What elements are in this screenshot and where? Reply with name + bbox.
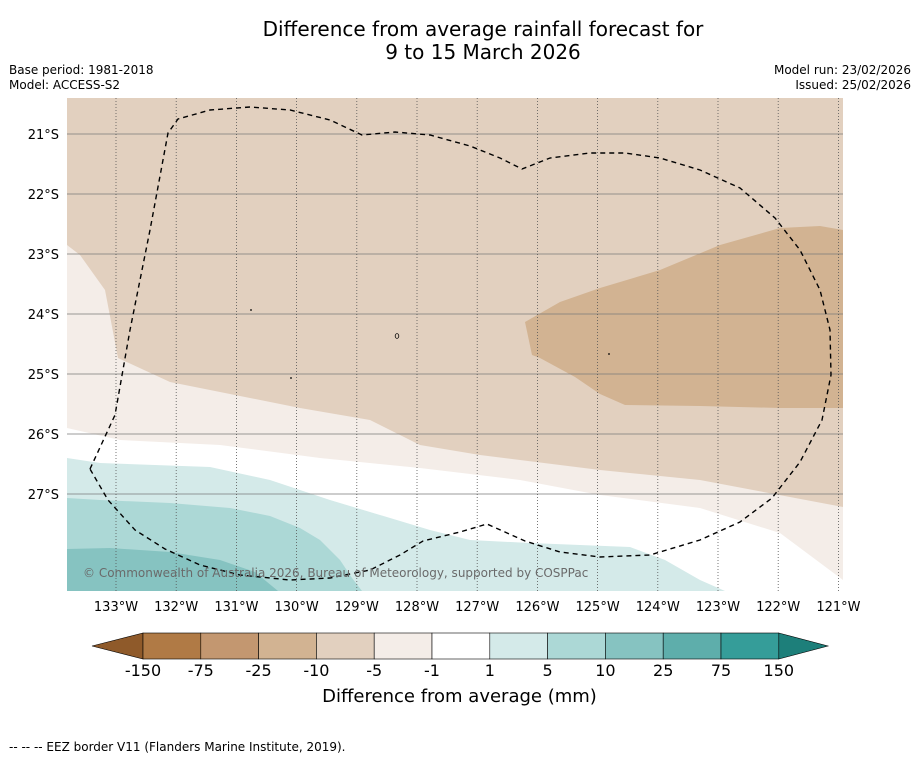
lat-label: 22°S (28, 188, 59, 203)
longitude-labels: 133°W 132°W 131°W 130°W 129°W 128°W 127°W 126°W… (94, 600, 861, 615)
band-10-to-25 (67, 548, 278, 591)
colorbar-segment (431, 632, 491, 660)
colorbar-segment (489, 632, 548, 660)
lat-label: 23°S (28, 248, 59, 263)
lat-label: 26°S (28, 428, 59, 443)
colorbar-tick-label: 10 (595, 661, 615, 680)
issued-date: Issued: 25/02/2026 (795, 78, 911, 92)
colorbar-segment (373, 632, 433, 660)
colorbar-tick-label: -25 (246, 661, 272, 680)
island-speck (608, 353, 610, 355)
lat-label: 27°S (28, 488, 59, 503)
lon-label: 122°W (756, 600, 800, 615)
colorbar-tick-label: -1 (424, 661, 440, 680)
colorbar-tick-label: 1 (485, 661, 495, 680)
map-area: © Commonwealth of Australia 2026, Bureau… (67, 98, 843, 591)
colorbar (91, 632, 830, 660)
lon-label: 130°W (275, 600, 319, 615)
lat-label: 25°S (28, 368, 59, 383)
lon-label: 126°W (515, 600, 559, 615)
lat-label: 24°S (28, 308, 59, 323)
island-outline (394, 333, 400, 339)
map-title: Difference from average rainfall forecas… (0, 18, 919, 64)
colorbar-segment (605, 632, 664, 660)
latitude-gridlines (67, 133, 843, 495)
colorbar-tick-label: -150 (125, 661, 161, 680)
latitude-labels: 21°S 22°S 23°S 24°S 25°S 26°S 27°S (28, 128, 59, 503)
map-title-line2: 9 to 15 March 2026 (385, 40, 581, 64)
colorbar-tick-label: 5 (543, 661, 553, 680)
meta-right: Model run: 23/02/2026 Issued: 25/02/2026 (774, 63, 911, 93)
model-run: Model run: 23/02/2026 (773, 63, 911, 77)
lon-label: 128°W (395, 600, 439, 615)
copyright-text: © Commonwealth of Australia 2026, Bureau… (83, 566, 588, 580)
colorbar-labels: -150 -75 -25 -10 -5 -1 1 5 10 25 75 150 (125, 661, 794, 680)
colorbar-segment (720, 632, 780, 660)
colorbar-tick-label: -10 (303, 661, 329, 680)
colorbar-segment (662, 632, 722, 660)
longitude-gridlines (115, 98, 839, 591)
lon-label: 125°W (576, 600, 620, 615)
colorbar-title: Difference from average (mm) (322, 686, 597, 707)
lon-label: 132°W (154, 600, 198, 615)
lon-label: 127°W (455, 600, 499, 615)
model-name: Model: ACCESS-S2 (9, 78, 121, 92)
island-speck (250, 309, 252, 311)
map-title-line1: Difference from average rainfall forecas… (262, 17, 704, 41)
base-period: Base period: 1981-2018 (9, 63, 154, 77)
colorbar-segment (547, 632, 606, 660)
colorbar-segment (200, 632, 259, 660)
lon-label: 121°W (816, 600, 860, 615)
eez-legend: -- -- -- EEZ border V11 (Flanders Marine… (9, 740, 346, 754)
lat-label: 21°S (28, 128, 59, 143)
colorbar-tick-label: 75 (711, 661, 731, 680)
colorbar-tick-label: 150 (764, 661, 795, 680)
colorbar-extend-high (778, 632, 830, 660)
colorbar-tick-label: 25 (653, 661, 673, 680)
lon-label: 124°W (636, 600, 680, 615)
colorbar-tick-label: -5 (366, 661, 382, 680)
eez-border (89, 106, 832, 581)
band-minus25-to-minus10 (525, 226, 843, 408)
island-speck (290, 377, 292, 379)
lon-label: 123°W (696, 600, 740, 615)
colorbar-segment (258, 632, 317, 660)
lon-label: 131°W (214, 600, 258, 615)
colorbar-segment (142, 632, 202, 660)
lon-label: 129°W (335, 600, 379, 615)
colorbar-extend-low (91, 632, 144, 660)
colorbar-tick-label: -75 (188, 661, 214, 680)
lon-label: 133°W (94, 600, 138, 615)
colorbar-segment (316, 632, 375, 660)
meta-left: Base period: 1981-2018 Model: ACCESS-S2 (9, 63, 154, 93)
